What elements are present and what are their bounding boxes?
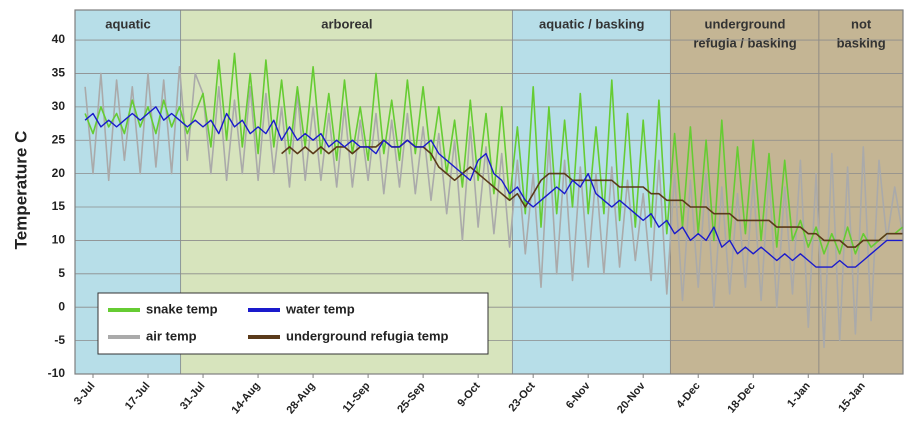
- legend-label: water temp: [285, 301, 355, 316]
- region-label: not: [851, 16, 872, 31]
- y-tick-label: 30: [52, 99, 66, 113]
- x-tick-label: 17-Jul: [123, 380, 153, 412]
- y-tick-label: 10: [52, 233, 66, 247]
- y-axis-title: Temperature C: [11, 131, 30, 250]
- y-tick-label: 5: [58, 266, 65, 280]
- region-label: aquatic: [105, 16, 151, 31]
- x-tick-label: 14-Aug: [229, 380, 262, 416]
- region-label: underground: [705, 16, 786, 31]
- region-label: basking: [837, 35, 886, 50]
- x-tick-label: 3-Jul: [72, 380, 98, 407]
- x-tick-label: 31-Jul: [178, 380, 208, 412]
- y-tick-label: 15: [52, 199, 66, 213]
- y-tick-label: 40: [52, 32, 66, 46]
- x-tick-label: 23-Oct: [506, 380, 537, 414]
- legend-label: air temp: [146, 328, 197, 343]
- y-tick-label: -10: [48, 366, 66, 380]
- legend-label: underground refugia temp: [286, 328, 449, 343]
- legend-box: [97, 292, 489, 355]
- region-label: refugia / basking: [693, 35, 796, 50]
- x-tick-label: 15-Jan: [836, 380, 868, 415]
- x-tick-label: 4-Dec: [674, 380, 702, 411]
- series-line: [84, 66, 904, 349]
- y-tick-label: 20: [52, 166, 66, 180]
- legend-label: snake temp: [146, 301, 218, 316]
- region: [670, 10, 820, 374]
- x-tick-label: 18-Dec: [725, 380, 757, 415]
- y-tick-label: -5: [54, 333, 65, 347]
- x-tick-label: 28-Aug: [284, 380, 317, 416]
- y-tick-label: 25: [52, 132, 66, 146]
- plot-frame: [74, 9, 904, 375]
- y-tick-label: 35: [52, 66, 66, 80]
- series-line: [84, 106, 903, 268]
- region-label: aquatic / basking: [539, 16, 645, 31]
- x-tick-label: 9-Oct: [455, 380, 482, 410]
- region: [512, 10, 671, 374]
- x-tick-label: 25-Sep: [395, 380, 428, 416]
- x-tick-label: 11-Sep: [341, 380, 373, 415]
- region-label: arboreal: [321, 16, 372, 31]
- y-tick-label: 0: [58, 299, 65, 313]
- x-tick-label: 6-Nov: [564, 379, 593, 411]
- series-line: [84, 52, 904, 255]
- x-tick-label: 1-Jan: [785, 380, 813, 410]
- x-tick-label: 20-Nov: [615, 379, 648, 415]
